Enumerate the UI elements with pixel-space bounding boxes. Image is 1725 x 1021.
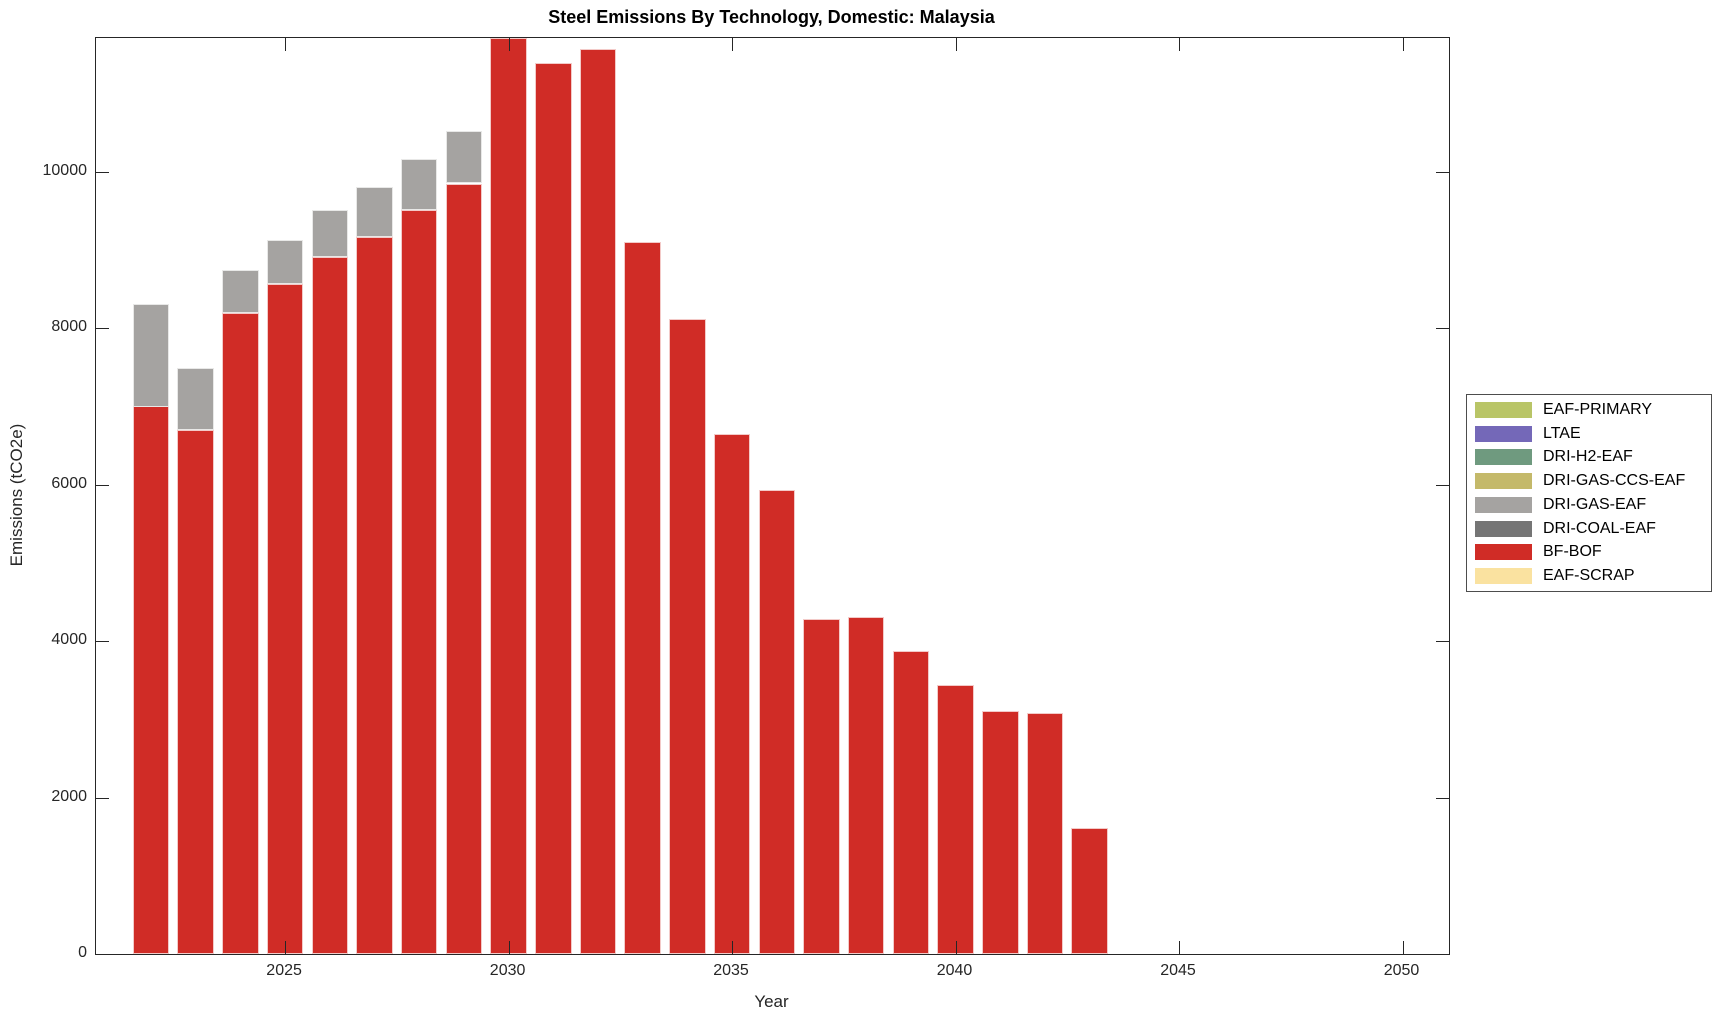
legend-item: DRI-COAL-EAF [1467,518,1711,540]
bar-segment-dri-gas-eaf-2028 [400,158,438,211]
x-axis-tick [285,941,287,954]
legend-item: BF-BOF [1467,541,1711,563]
x-axis-tick [508,941,510,954]
legend-item: DRI-GAS-EAF [1467,494,1711,516]
bar-segment-bf-bof-2022 [132,406,170,954]
x-axis-tick [955,38,957,51]
y-axis-tick [1436,328,1449,330]
legend-swatch [1475,520,1532,537]
y-tick-label: 2000 [51,787,87,805]
plot-area [95,37,1450,955]
x-axis-tick [285,38,287,51]
bar-segment-bf-bof-2024 [222,312,259,954]
x-tick-label: 2030 [489,962,526,979]
bar-segment-bf-bof-2034 [669,318,706,954]
x-axis-tick [1179,941,1180,954]
legend-swatch [1475,473,1532,490]
y-axis-tick [1436,797,1449,799]
y-tick-label: 10000 [42,161,88,179]
x-axis-tick [1402,38,1404,51]
y-axis-tick [96,328,109,330]
legend-label: DRI-GAS-CCS-EAF [1543,472,1686,490]
y-tick-label: 4000 [51,631,87,649]
legend-label: EAF-SCRAP [1543,567,1635,585]
bar-segment-bf-bof-2025 [266,284,304,954]
bar-segment-dri-gas-eaf-2026 [311,210,348,257]
y-tick-label: 6000 [51,474,87,492]
legend-swatch [1475,401,1532,418]
bar-segment-dri-gas-eaf-2022 [132,304,170,407]
bar-segment-bf-bof-2035 [713,433,751,954]
bar-segment-bf-bof-2033 [624,242,661,954]
bar-segment-dri-gas-eaf-2023 [177,368,214,430]
bar-segment-bf-bof-2030 [490,38,527,954]
bar-segment-bf-bof-2031 [535,63,572,954]
y-axis-tick [96,641,109,643]
x-axis-tick [955,941,957,954]
bar-segment-dri-gas-eaf-2027 [356,187,393,237]
legend-item: LTAE [1467,423,1711,445]
x-axis-tick [508,38,510,51]
x-tick-label: 2025 [266,962,302,979]
x-tick-label: 2045 [1160,962,1196,979]
bar-segment-bf-bof-2039 [892,650,930,954]
bar-segment-bf-bof-2028 [400,210,438,954]
bar-segment-bf-bof-2037 [803,619,840,954]
legend-swatch [1475,544,1532,561]
bar-segment-bf-bof-2029 [445,183,483,954]
y-axis-tick [96,797,109,799]
x-tick-label: 2035 [713,962,749,979]
bar-segment-bf-bof-2042 [1026,713,1064,954]
chart-title: Steel Emissions By Technology, Domestic:… [548,7,995,27]
legend-label: DRI-GAS-EAF [1543,495,1647,513]
y-axis-tick [1436,484,1449,486]
x-axis-tick [1179,38,1180,51]
y-axis-label: Emissions (tCO2e) [7,423,26,567]
y-axis-tick [96,484,109,486]
y-axis-tick [1436,954,1449,955]
legend-swatch [1475,496,1532,513]
legend-label: BF-BOF [1543,543,1602,561]
y-tick-label: 8000 [51,318,87,336]
bar-segment-bf-bof-2040 [937,684,974,954]
bar-segment-bf-bof-2027 [356,236,393,954]
bar-segment-dri-gas-eaf-2025 [266,239,304,285]
y-axis-tick [1436,641,1449,643]
bar-segment-bf-bof-2026 [311,257,348,954]
legend-item: DRI-GAS-CCS-EAF [1467,470,1711,492]
x-axis-tick [732,38,733,51]
x-axis-tick [1402,941,1404,954]
x-tick-label: 2050 [1383,962,1420,979]
legend-item: EAF-SCRAP [1467,565,1711,587]
legend: EAF-PRIMARY LTAE DRI-H2-EAF DRI-GAS-CCS-EAF… [1466,394,1712,592]
x-axis-tick [732,941,733,954]
legend-item: DRI-H2-EAF [1467,446,1711,468]
bar-segment-bf-bof-2041 [982,710,1019,954]
legend-swatch [1475,568,1532,585]
bar-segment-bf-bof-2038 [847,616,885,954]
bar-segment-bf-bof-2032 [579,49,617,954]
x-axis-label: Year [754,992,789,1011]
bar-segment-dri-gas-eaf-2029 [445,131,483,184]
y-axis-tick [96,954,109,955]
legend-item: EAF-PRIMARY [1467,399,1711,421]
legend-label: EAF-PRIMARY [1543,400,1653,418]
legend-label: DRI-H2-EAF [1543,448,1633,466]
legend-label: LTAE [1543,424,1581,442]
legend-label: DRI-COAL-EAF [1543,519,1656,537]
y-tick-label: 0 [78,944,87,961]
legend-swatch [1475,425,1532,442]
y-axis-tick [96,171,109,173]
legend-swatch [1475,449,1532,466]
y-axis-tick [1436,171,1449,173]
bar-segment-dri-gas-eaf-2024 [222,269,259,313]
x-tick-label: 2040 [936,962,973,979]
bar-segment-bf-bof-2043 [1071,828,1108,954]
bar-segment-bf-bof-2036 [758,490,795,954]
bar-segment-bf-bof-2023 [177,429,214,954]
